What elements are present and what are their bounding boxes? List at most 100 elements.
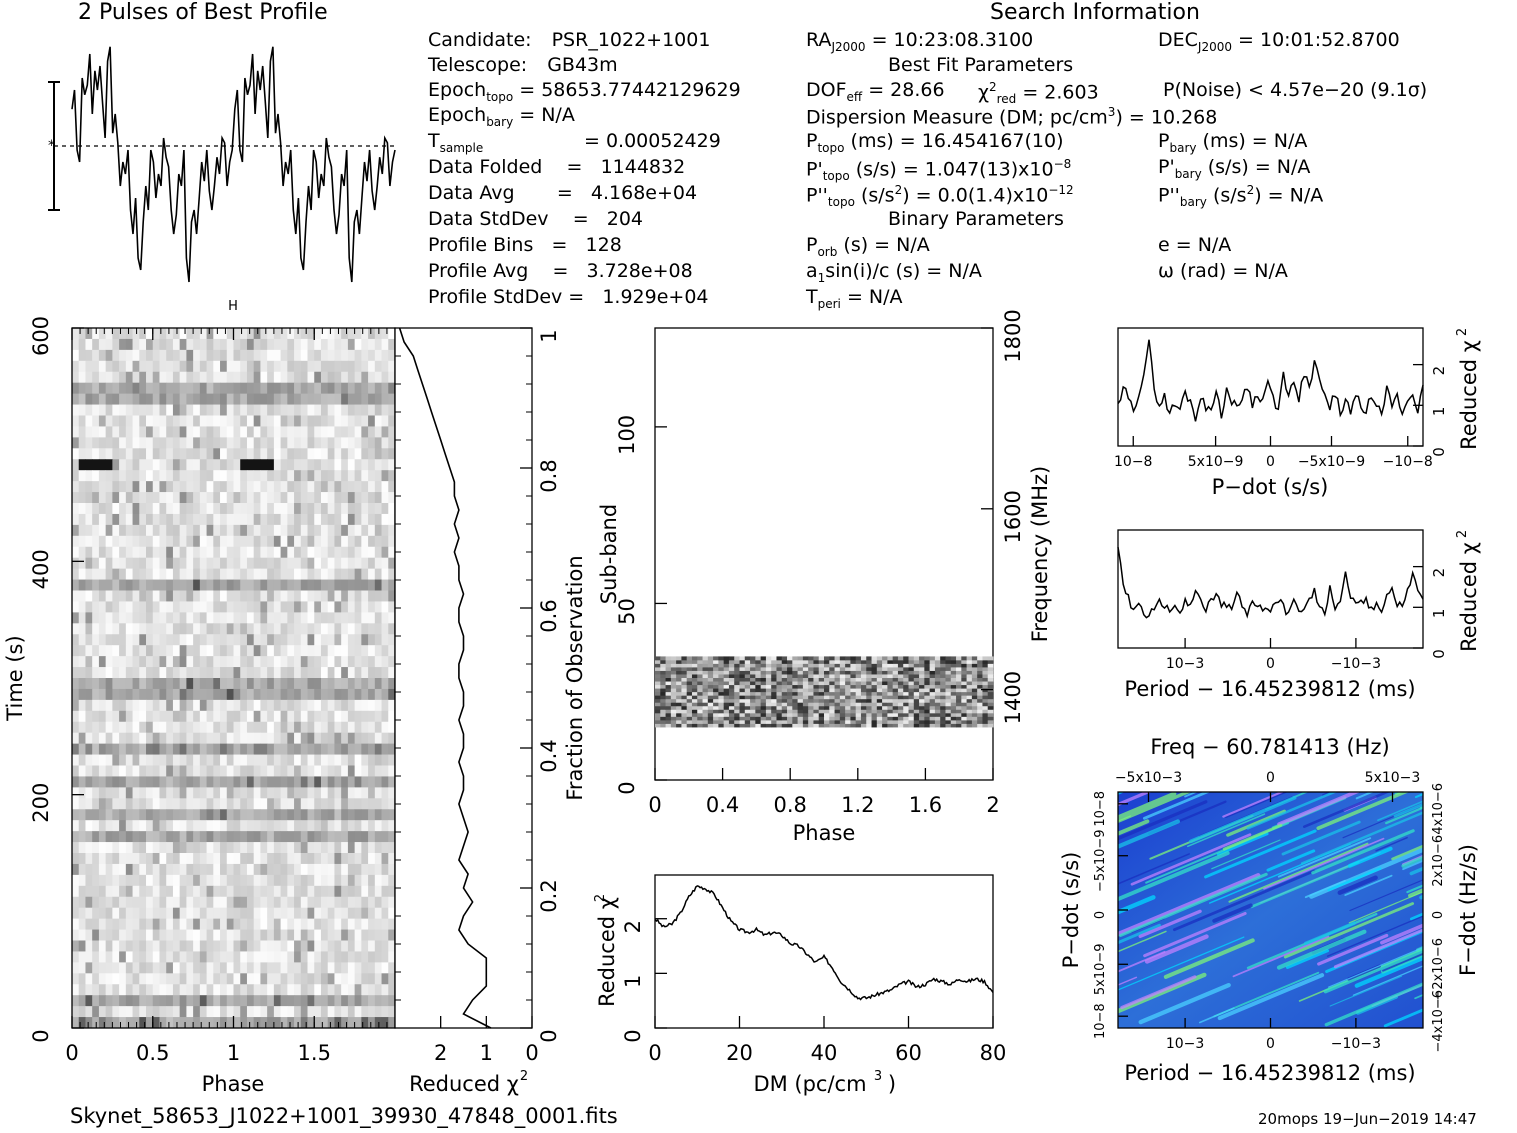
heatmap-cell [213, 732, 221, 745]
heatmap-cell [945, 677, 952, 682]
heatmap-cell [341, 929, 349, 941]
heatmap-cell [327, 820, 335, 832]
heatmap-cell [982, 667, 989, 671]
heatmap-streak [1222, 792, 1285, 818]
heatmap-cell [172, 557, 181, 570]
heatmap-cell [314, 415, 322, 427]
heatmap-cell [72, 874, 80, 887]
heatmap-cell [388, 601, 396, 613]
y-axis-label-sup: 2 [1455, 328, 1470, 336]
heatmap-cell [280, 940, 288, 952]
heatmap-cell [267, 820, 275, 832]
heatmap-cell [139, 787, 147, 799]
heatmap-cell [307, 831, 315, 843]
heatmap-cell [159, 710, 167, 723]
heatmap-cell [199, 765, 207, 777]
heatmap-cell [361, 404, 369, 416]
heatmap-cell [691, 681, 698, 686]
heatmap-cell [152, 492, 160, 504]
heatmap-cell [253, 699, 261, 712]
profile-stddev: Profile StdDev = 1.929e+04 [428, 286, 709, 308]
heatmap-cell [327, 874, 335, 887]
heatmap-cell [903, 709, 909, 714]
heatmap-cell [760, 674, 767, 678]
heatmap-cell [347, 842, 356, 854]
heatmap-cell [193, 995, 201, 1007]
heatmap-cell [287, 459, 295, 471]
heatmap-cell [260, 360, 268, 373]
heatmap-cell [85, 984, 93, 996]
heatmap-cell [85, 1017, 93, 1029]
heatmap-cell [152, 568, 160, 580]
heatmap-cell [220, 623, 228, 635]
heatmap-cell [702, 702, 709, 707]
heatmap-cell [381, 995, 389, 1007]
heatmap-cell [233, 492, 241, 504]
heatmap-cell [139, 404, 147, 416]
heatmap-cell [300, 820, 308, 832]
heatmap-cell [320, 809, 329, 821]
heatmap-cell [98, 623, 107, 635]
heatmap-cell [374, 842, 382, 854]
epoch-bary-label: Epoch [428, 104, 487, 126]
heatmap-cell [982, 656, 989, 661]
heatmap-cell [320, 787, 329, 799]
heatmap-cell [361, 535, 369, 548]
heatmap-cell [273, 393, 282, 405]
heatmap-cell [72, 349, 80, 362]
heatmap-cell [866, 670, 872, 675]
heatmap-cell [72, 656, 80, 668]
heatmap-cell [159, 918, 167, 930]
heatmap-cell [119, 382, 127, 395]
heatmap-cell [85, 721, 93, 734]
heatmap-cell [119, 798, 127, 810]
heatmap-cell [670, 667, 677, 671]
heatmap-cell [860, 719, 867, 724]
heatmap-cell [226, 885, 234, 898]
heatmap-cell [908, 659, 915, 664]
y-tick-label: 2 [621, 920, 645, 933]
heatmap-cell [78, 568, 86, 580]
heatmap-cell [718, 702, 725, 707]
heatmap-cell [855, 712, 862, 717]
heatmap-cell [341, 995, 349, 1007]
heatmap-cell [260, 590, 268, 602]
heatmap-cell [132, 885, 140, 898]
heatmap-cell [78, 645, 86, 657]
heatmap-cell [119, 929, 127, 941]
heatmap-cell [713, 712, 719, 717]
data-avg: Data Avg = 4.168e+04 [428, 182, 698, 204]
heatmap-cell [866, 659, 872, 664]
heatmap-cell [92, 524, 100, 537]
heatmap-cell [897, 712, 904, 717]
heatmap-cell [246, 360, 255, 373]
heatmap-cell [280, 831, 288, 843]
heatmap-cell [945, 719, 952, 724]
heatmap-cell [368, 656, 376, 668]
heatmap-cell [818, 667, 825, 671]
heatmap-cell [92, 546, 100, 559]
data-stddev: Data StdDev = 204 [428, 208, 644, 230]
heatmap-cell [220, 765, 228, 777]
heatmap-cell [892, 691, 899, 696]
heatmap-cell [220, 415, 228, 427]
heatmap-cell [950, 656, 957, 661]
heatmap-cell [105, 984, 113, 996]
heatmap-cell [179, 765, 187, 777]
heatmap-cell [139, 984, 147, 996]
heatmap-cell [341, 656, 349, 668]
heatmap-cell [72, 1017, 80, 1029]
heatmap-cell [226, 699, 234, 712]
heatmap-cell [105, 809, 113, 821]
heatmap-cell [240, 798, 248, 810]
heatmap-cell [166, 535, 174, 548]
heatmap-cell [233, 448, 241, 460]
heatmap-cell [871, 656, 878, 661]
heatmap-cell [908, 674, 915, 678]
heatmap-cell [267, 492, 275, 504]
heatmap-cell [354, 918, 362, 930]
heatmap-cell [388, 798, 396, 810]
heatmap-cell [78, 929, 86, 941]
heatmap-cell [85, 929, 93, 941]
heatmap-cell [327, 863, 335, 876]
